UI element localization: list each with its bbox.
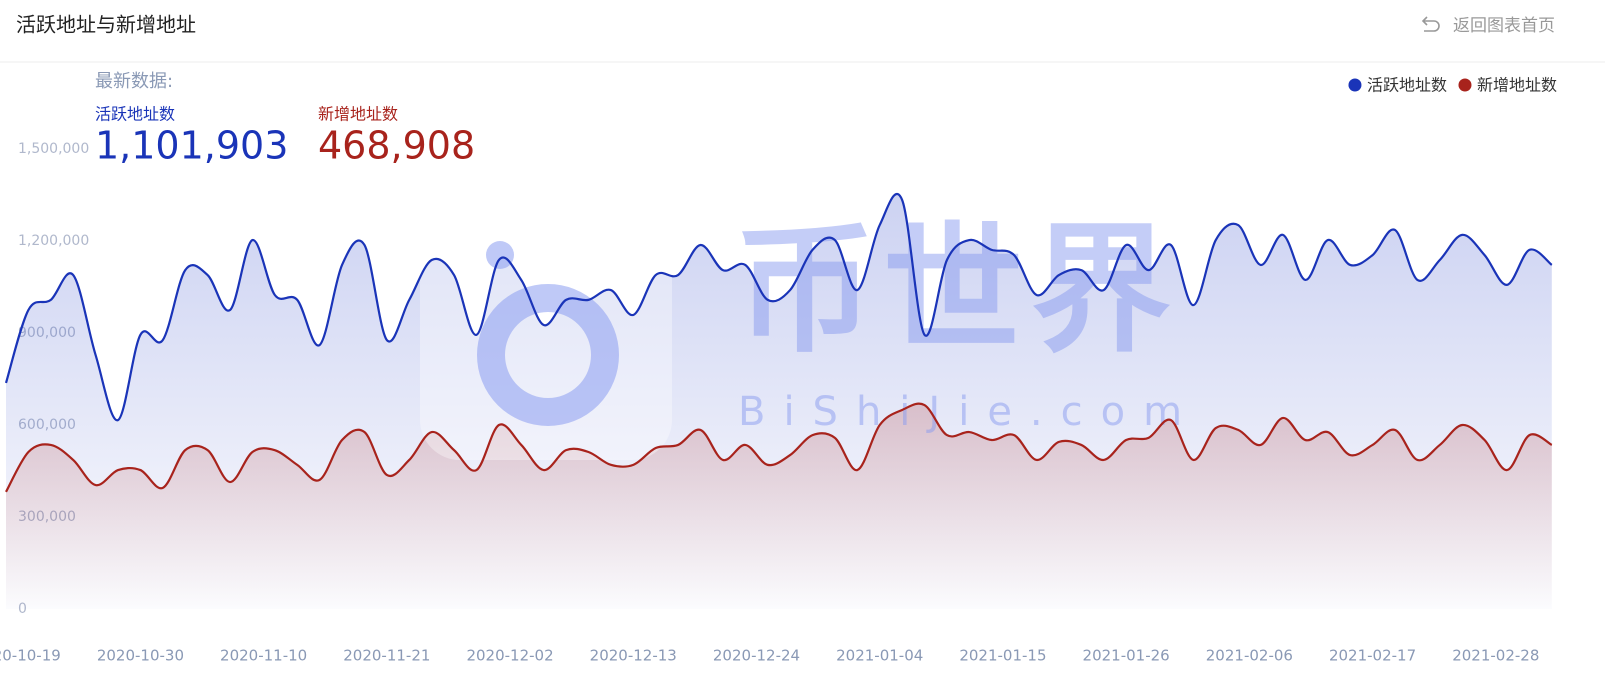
latest-value: 468,908	[318, 124, 475, 168]
watermark-box	[420, 208, 672, 460]
watermark-dot	[486, 241, 514, 269]
watermark-ring	[477, 284, 619, 426]
x-tick-label: 2021-01-15	[959, 647, 1046, 665]
plot: 0300,000600,000900,0001,200,0001,500,000…	[0, 76, 1557, 665]
latest-value: 1,101,903	[95, 124, 288, 168]
legend-marker	[1458, 78, 1472, 92]
x-tick-label: 2020-10-19	[0, 647, 61, 665]
area	[6, 403, 1552, 609]
legend-label: 活跃地址数	[1367, 76, 1447, 95]
page-title: 活跃地址与新增地址	[16, 13, 196, 37]
x-tick-label: 2021-02-06	[1206, 647, 1293, 665]
x-tick-label: 2021-02-17	[1329, 647, 1416, 665]
watermark-url: BiShiJie.com	[738, 389, 1200, 435]
x-tick-label: 2021-01-04	[836, 647, 923, 665]
x-tick-label: 2020-11-21	[343, 647, 430, 665]
y-tick-label: 1,200,000	[18, 233, 89, 249]
back-text[interactable]: 返回图表首页	[1453, 16, 1555, 36]
x-tick-label: 2020-11-10	[220, 647, 307, 665]
legend-marker	[1348, 78, 1362, 92]
legend-label: 新增地址数	[1477, 76, 1557, 95]
y-tick-label: 1,500,000	[18, 141, 89, 157]
watermark-name: 币世界	[735, 210, 1179, 373]
x-tick-label: 2020-12-13	[590, 647, 677, 665]
latest-name: 新增地址数	[318, 105, 398, 124]
back-icon	[1421, 16, 1440, 32]
latest-name: 活跃地址数	[95, 105, 175, 124]
x-tick-label: 2020-12-24	[713, 647, 800, 665]
line	[5, 402, 1553, 493]
line	[4, 192, 1553, 422]
x-tick-label: 2021-01-26	[1083, 647, 1170, 665]
x-tick-label: 2020-12-02	[466, 647, 553, 665]
x-tick-label: 2020-10-30	[97, 647, 184, 665]
back-link[interactable]: 返回图表首页	[1421, 16, 1555, 36]
latest-title: 最新数据:	[95, 71, 173, 92]
x-tick-label: 2021-02-28	[1452, 647, 1539, 665]
